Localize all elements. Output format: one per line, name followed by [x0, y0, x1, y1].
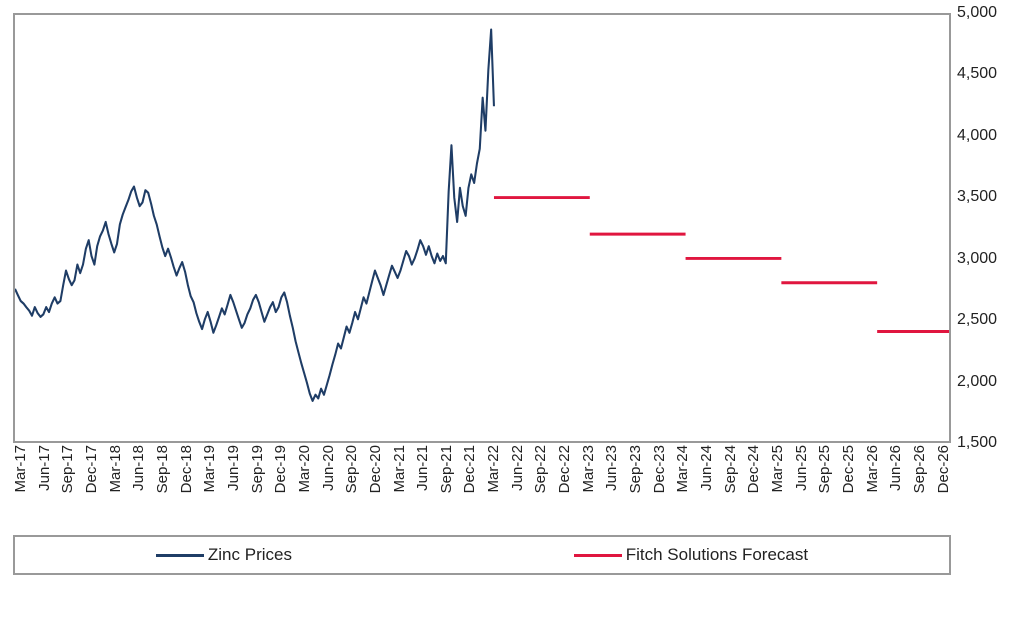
- y-tick-label: 2,500: [957, 311, 997, 329]
- x-tick-label: Dec-19: [273, 445, 288, 495]
- x-tick-label: Jun-24: [699, 445, 714, 493]
- x-tick-label: Sep-21: [439, 445, 454, 495]
- x-tick-label: Dec-26: [936, 445, 951, 495]
- x-tick-label: Mar-26: [865, 445, 880, 495]
- x-tick-label: Sep-17: [60, 445, 75, 495]
- x-tick-label: Dec-24: [746, 445, 761, 495]
- x-tick-label: Mar-22: [486, 445, 501, 495]
- legend-label-zinc: Zinc Prices: [208, 545, 292, 565]
- chart-svg: [15, 15, 949, 441]
- legend-swatch-fitch: [574, 554, 622, 557]
- x-tick-label: Dec-21: [462, 445, 477, 495]
- legend-row: Zinc Prices Fitch Solutions Forecast: [13, 535, 1011, 575]
- x-tick-label: Mar-18: [108, 445, 123, 495]
- y-tick-label: 4,000: [957, 127, 997, 145]
- x-tick-label: Sep-20: [344, 445, 359, 495]
- x-tick-label: Sep-19: [250, 445, 265, 495]
- x-tick-label: Mar-21: [392, 445, 407, 495]
- y-tick-label: 4,500: [957, 65, 997, 83]
- x-tick-label: Mar-17: [13, 445, 28, 495]
- y-tick-label: 3,000: [957, 250, 997, 268]
- x-tick-label: Dec-23: [652, 445, 667, 495]
- legend: Zinc Prices Fitch Solutions Forecast: [13, 535, 951, 575]
- x-tick-label: Mar-24: [675, 445, 690, 495]
- x-tick-label: Jun-18: [131, 445, 146, 493]
- y-tick-label: 5,000: [957, 4, 997, 22]
- plot-row: 1,5002,0002,5003,0003,5004,0004,5005,000: [13, 13, 1011, 443]
- x-tick-label: Jun-19: [226, 445, 241, 493]
- x-tick-label: Dec-18: [179, 445, 194, 495]
- x-tick-label: Jun-20: [321, 445, 336, 493]
- x-tick-label: Jun-22: [510, 445, 525, 493]
- x-tick-label: Mar-23: [581, 445, 596, 495]
- y-tick-label: 2,000: [957, 373, 997, 391]
- x-tick-label: Dec-20: [368, 445, 383, 495]
- x-tick-label: Sep-23: [628, 445, 643, 495]
- x-tick-label: Sep-26: [912, 445, 927, 495]
- x-tick-label: Mar-25: [770, 445, 785, 495]
- x-tick-label: Sep-24: [723, 445, 738, 495]
- x-tick-label: Sep-25: [817, 445, 832, 495]
- zinc-price-chart: 1,5002,0002,5003,0003,5004,0004,5005,000…: [12, 12, 1012, 576]
- x-tick-label: Mar-19: [202, 445, 217, 495]
- x-tick-label: Mar-20: [297, 445, 312, 495]
- zinc-prices-line: [15, 30, 494, 401]
- legend-swatch-zinc: [156, 554, 204, 557]
- y-axis: 1,5002,0002,5003,0003,5004,0004,5005,000: [951, 13, 1011, 443]
- x-tick-label: Jun-23: [604, 445, 619, 493]
- x-axis: Mar-17 Jun-17 Sep-17 Dec-17 Mar-18 Jun-18 Sep-…: [13, 445, 1011, 525]
- x-tick-label: Dec-17: [84, 445, 99, 495]
- legend-item-zinc: Zinc Prices: [156, 545, 292, 565]
- x-tick-label: Sep-22: [533, 445, 548, 495]
- legend-item-fitch: Fitch Solutions Forecast: [574, 545, 808, 565]
- x-tick-label: Dec-25: [841, 445, 856, 495]
- legend-label-fitch: Fitch Solutions Forecast: [626, 545, 808, 565]
- y-tick-label: 3,500: [957, 188, 997, 206]
- plot-area: [13, 13, 951, 443]
- x-tick-label: Jun-26: [888, 445, 903, 493]
- x-tick-label: Sep-18: [155, 445, 170, 495]
- x-tick-label: Jun-17: [37, 445, 52, 493]
- x-tick-label: Jun-21: [415, 445, 430, 493]
- x-tick-label: Jun-25: [794, 445, 809, 493]
- x-tick-label: Dec-22: [557, 445, 572, 495]
